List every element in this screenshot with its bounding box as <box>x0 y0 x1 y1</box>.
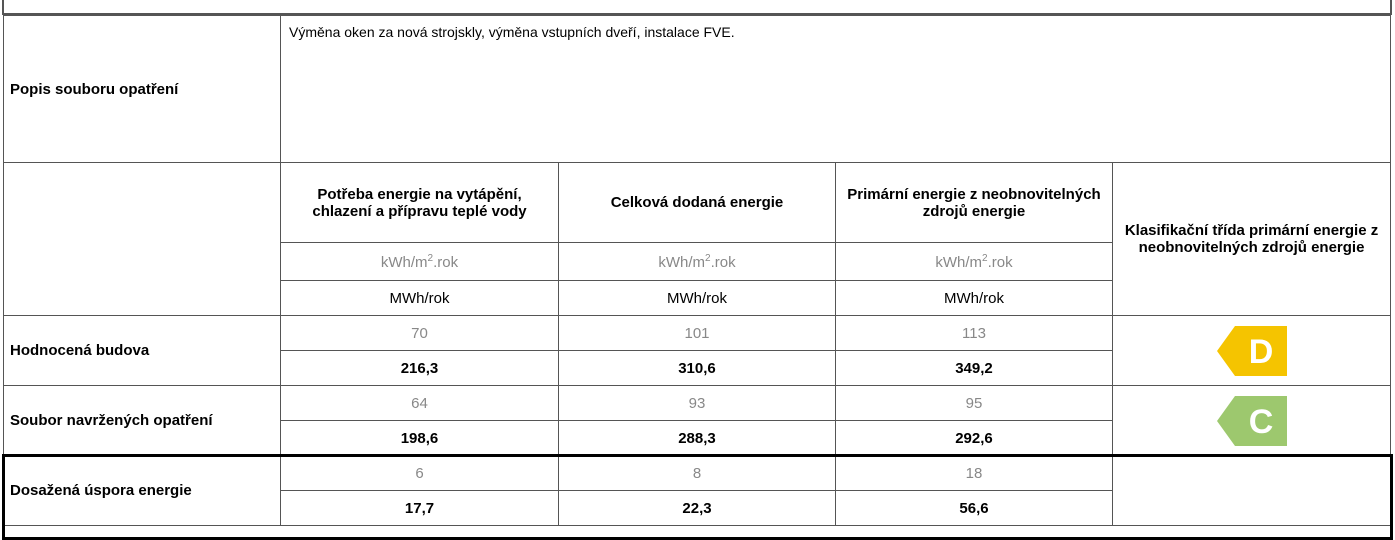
unit-base: kWh/m <box>658 253 706 271</box>
value-area: 113 <box>835 315 1113 351</box>
value-total: 349,2 <box>835 350 1113 386</box>
column-header: Celková dodaná energie <box>558 162 836 243</box>
column-header: Primární energie z neobnovitelných zdroj… <box>835 162 1113 243</box>
row-label: Hodnocená budova <box>3 315 281 386</box>
value-area: 70 <box>280 315 559 351</box>
top-frame <box>2 0 1392 15</box>
row: Soubor navržených opatření 64 93 95 C <box>3 385 1392 456</box>
description-label: Popis souboru opatření <box>3 15 281 163</box>
value-area: 95 <box>835 385 1113 421</box>
value-total: 216,3 <box>280 350 559 386</box>
column-header: Potřeba energie na vytápění, chlazení a … <box>280 162 559 243</box>
class-cell: D <box>1111 315 1392 386</box>
class-cell: C <box>1111 385 1392 456</box>
row: 198,6 288,3 292,6 <box>4 420 1391 456</box>
value-area: 8 <box>558 455 836 491</box>
unit-rest: .rok <box>987 253 1013 271</box>
class-badge: D <box>1216 325 1287 376</box>
value-area: 18 <box>835 455 1113 491</box>
unit-area: kWh/m2.rok <box>558 242 836 281</box>
unit-total: MWh/rok <box>558 280 836 316</box>
energy-table: Popis souboru opatření Výměna oken za no… <box>3 15 1392 526</box>
unit-rest: .rok <box>710 253 736 271</box>
unit-area: kWh/m2.rok <box>280 242 559 281</box>
empty-cell <box>3 162 281 316</box>
row: Hodnocená budova 70 101 113 D <box>3 315 1392 386</box>
class-header: Klasifikační třída primární energie z ne… <box>1111 162 1392 316</box>
row: Dosažená úspora energie 6 8 18 <box>3 455 1392 526</box>
value-total: 22,3 <box>558 490 836 526</box>
badge-arrow <box>1216 395 1287 446</box>
row-label: Dosažená úspora energie <box>3 455 281 526</box>
value-area: 64 <box>280 385 559 421</box>
value-area: 93 <box>558 385 836 421</box>
unit-total: MWh/rok <box>835 280 1113 316</box>
unit-area: kWh/m2.rok <box>835 242 1113 281</box>
description-text: Výměna oken za nová strojskly, výměna vs… <box>279 15 1392 163</box>
unit-base: kWh/m <box>935 253 983 271</box>
row: 216,3 310,6 349,2 <box>4 350 1391 386</box>
unit-sup: 2 <box>982 252 988 264</box>
badge-letter: C <box>1248 403 1273 441</box>
value-total: 56,6 <box>835 490 1113 526</box>
unit-sup: 2 <box>427 252 434 264</box>
row-label: Soubor navržených opatření <box>3 385 281 456</box>
unit-total: MWh/rok <box>280 280 559 316</box>
value-total: 310,6 <box>558 350 836 386</box>
value-total: 288,3 <box>558 420 836 456</box>
value-area: 6 <box>280 455 559 491</box>
unit-rest: .rok <box>433 253 459 271</box>
value-total: 17,7 <box>280 490 559 526</box>
unit-base: kWh/m <box>380 253 428 271</box>
unit-sup: 2 <box>705 252 711 264</box>
value-total: 292,6 <box>835 420 1113 456</box>
value-area: 101 <box>558 315 836 351</box>
badge-letter: D <box>1248 333 1273 371</box>
class-badge: C <box>1216 395 1287 446</box>
badge-arrow <box>1216 325 1287 376</box>
value-total: 198,6 <box>280 420 559 456</box>
class-cell <box>1111 455 1392 526</box>
